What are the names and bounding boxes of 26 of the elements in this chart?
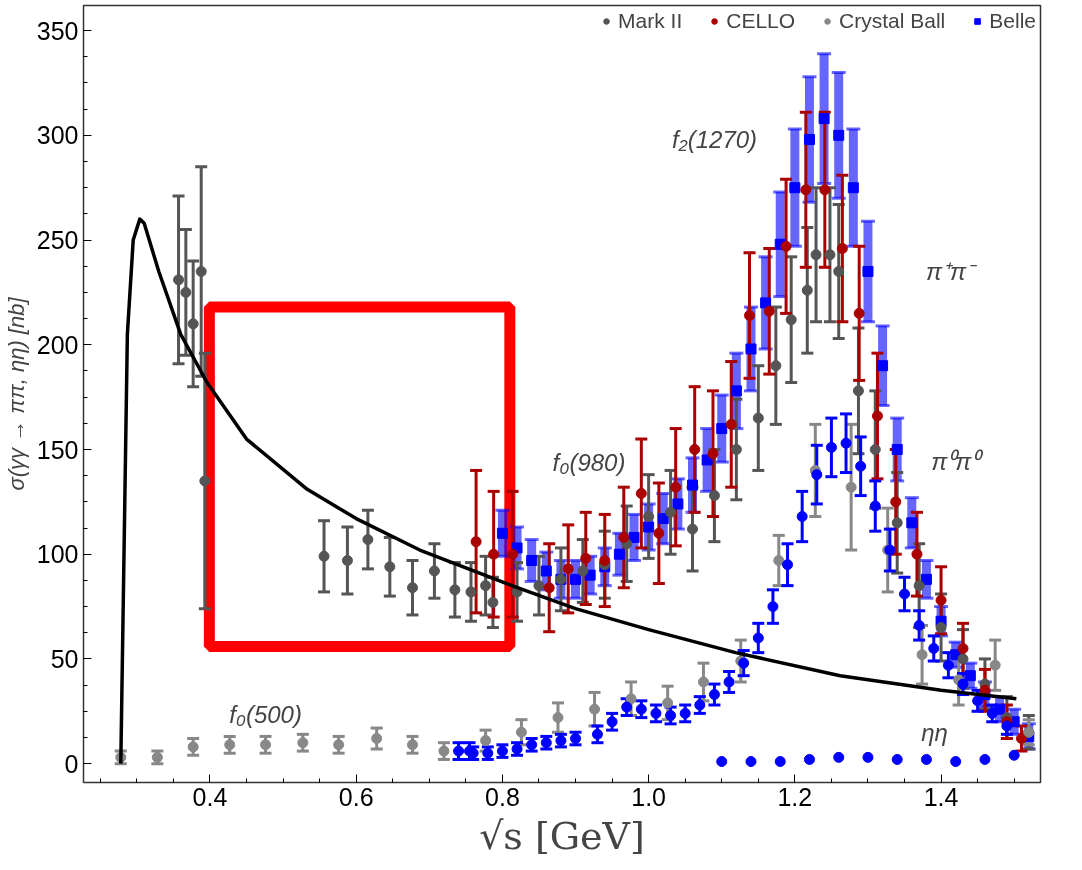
x-axis-title: √s [GeV] bbox=[479, 813, 645, 858]
y-tick-label: 0 bbox=[64, 749, 79, 778]
y-tick-label: 250 bbox=[36, 226, 79, 255]
y-tick-label: 150 bbox=[36, 435, 79, 464]
x-tick-label: 1.4 bbox=[923, 782, 959, 811]
legend-label: Mark II bbox=[618, 9, 683, 33]
annotation: π⁰π⁰ bbox=[931, 447, 985, 475]
y-tick-label: 100 bbox=[36, 540, 79, 569]
x-tick-label: 0.8 bbox=[485, 782, 520, 811]
annotation: f₀(500) bbox=[229, 701, 302, 729]
legend-label: CELLO bbox=[726, 9, 796, 33]
legend-label: Crystal Ball bbox=[839, 9, 946, 33]
x-tick-label: 0.6 bbox=[338, 782, 374, 811]
y-tick-label: 350 bbox=[36, 16, 79, 45]
legend-label: Belle bbox=[989, 9, 1036, 33]
y-tick-label: 50 bbox=[50, 644, 79, 673]
annotation: π⁺π⁻ bbox=[925, 257, 978, 285]
annotation: ηη bbox=[921, 718, 948, 746]
annotation: f₀(980) bbox=[552, 448, 626, 476]
y-axis-title: σ(γγ → ππ, ηη) [nb] bbox=[3, 296, 29, 491]
x-tick-label: 1.0 bbox=[631, 782, 667, 811]
y-tick-label: 300 bbox=[36, 121, 79, 150]
x-tick-label: 0.4 bbox=[192, 782, 228, 811]
annotation: f₂(1270) bbox=[671, 126, 758, 154]
x-tick-label: 1.2 bbox=[777, 782, 813, 811]
y-tick-label: 200 bbox=[36, 330, 79, 359]
